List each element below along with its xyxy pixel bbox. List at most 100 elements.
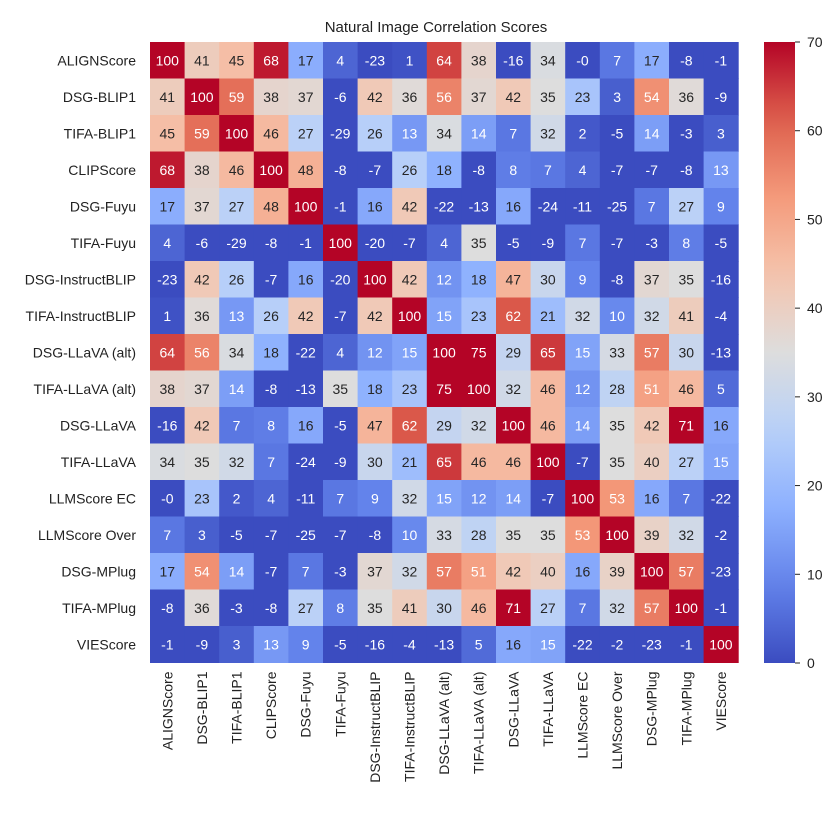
heatmap-cell: [599, 443, 635, 481]
heatmap-cell: [150, 370, 186, 408]
cell-value-label: 32: [609, 600, 625, 616]
heatmap-cell: [426, 516, 462, 554]
heatmap-cell: [565, 553, 601, 590]
heatmap-cell: [219, 151, 255, 189]
cell-value-label: 17: [160, 563, 176, 579]
cell-value-label: 42: [644, 417, 660, 433]
cell-value-label: -7: [542, 490, 555, 506]
heatmap-cell: [461, 589, 497, 627]
heatmap-cell: [184, 151, 220, 189]
cell-value-label: -1: [299, 235, 312, 251]
cell-value-label: 26: [229, 271, 245, 287]
heatmap-cell: [461, 188, 497, 225]
cell-value-label: -5: [334, 636, 347, 652]
heatmap-cell: [530, 151, 566, 189]
x-tick-label: ALIGNScore: [159, 671, 175, 750]
heatmap-cell: [461, 151, 497, 189]
cell-value-label: 13: [229, 308, 245, 324]
cell-value-label: 34: [160, 454, 176, 470]
cell-value-label: -25: [296, 527, 316, 543]
x-tick-label: DSG-LLaVA (alt): [436, 672, 452, 775]
heatmap-cell: [461, 334, 497, 371]
heatmap-cell: [599, 334, 635, 371]
cell-value-label: -20: [365, 235, 385, 251]
heatmap-cell: [288, 188, 324, 225]
cell-value-label: 30: [679, 344, 695, 360]
heatmap-cell: [323, 553, 359, 590]
cell-value-label: -0: [576, 52, 589, 68]
heatmap-cell: [599, 224, 635, 262]
heatmap-cell: [426, 151, 462, 189]
cell-value-label: 35: [609, 454, 625, 470]
cell-value-label: 42: [194, 417, 210, 433]
cell-value-label: 35: [506, 527, 522, 543]
heatmap-cell: [357, 407, 393, 444]
heatmap-cell: [669, 261, 705, 298]
cell-value-label: 34: [540, 52, 556, 68]
cell-value-label: 35: [540, 527, 556, 543]
cell-value-label: 46: [679, 381, 695, 397]
cell-value-label: 42: [402, 198, 418, 214]
heatmap-cell: [253, 188, 289, 225]
heatmap-cell: [150, 334, 186, 371]
cell-value-label: 17: [644, 52, 660, 68]
cell-value-label: -7: [611, 235, 624, 251]
heatmap-cell: [565, 42, 601, 79]
heatmap-cell: [184, 334, 220, 371]
cell-value-label: 100: [259, 162, 283, 178]
cell-value-label: -5: [611, 125, 624, 141]
heatmap-cell: [288, 115, 324, 152]
colorbar-tick-label: 0: [807, 655, 815, 671]
cell-value-label: 26: [263, 308, 279, 324]
cell-value-label: -3: [680, 125, 693, 141]
cell-value-label: -23: [642, 636, 662, 652]
heatmap-cell: [150, 407, 186, 444]
cell-value-label: 8: [267, 417, 275, 433]
heatmap-cell: [530, 334, 566, 371]
cell-value-label: 33: [436, 527, 452, 543]
y-tick-label: CLIPScore: [68, 162, 136, 178]
heatmap-cell: [530, 553, 566, 590]
cell-value-label: 23: [194, 490, 210, 506]
x-tick-label: TIFA-LLaVA: [540, 671, 556, 747]
heatmap-cell: [599, 115, 635, 152]
cell-value-label: 54: [644, 89, 660, 105]
heatmap-cell: [599, 553, 635, 590]
heatmap-cell: [634, 553, 670, 590]
heatmap-cell: [184, 297, 220, 335]
heatmap-cell: [496, 516, 532, 554]
heatmap-cell: [219, 78, 255, 116]
cell-value-label: 35: [194, 454, 210, 470]
heatmap-cell: [703, 188, 739, 225]
cell-value-label: 9: [371, 490, 379, 506]
cell-value-label: -22: [711, 490, 731, 506]
cell-value-label: 3: [233, 636, 241, 652]
cell-value-label: 62: [402, 417, 418, 433]
cell-value-label: 46: [540, 417, 556, 433]
heatmap-cell: [634, 297, 670, 335]
heatmap-cell: [150, 78, 186, 116]
cell-value-label: 17: [160, 198, 176, 214]
heatmap-cell: [392, 553, 428, 590]
cell-value-label: -4: [403, 636, 416, 652]
cell-value-label: 42: [298, 308, 314, 324]
cell-value-label: 1: [406, 52, 414, 68]
heatmap-cell: [530, 516, 566, 554]
heatmap-cell: [565, 480, 601, 517]
cell-value-label: 4: [336, 344, 344, 360]
heatmap-cell: [669, 407, 705, 444]
heatmap-cell: [703, 115, 739, 152]
x-axis-labels: ALIGNScore DSG-BLIP1 TIFA-BLIP1 CLIPScore DS…: [159, 671, 729, 783]
cell-value-label: 14: [471, 125, 487, 141]
cell-value-label: 23: [575, 89, 591, 105]
heatmap-cell: [392, 115, 428, 152]
heatmap-cell: [426, 188, 462, 225]
heatmap-cell: [634, 188, 670, 225]
heatmap-cell: [219, 480, 255, 517]
heatmap-cell: [496, 188, 532, 225]
heatmap-cell: [219, 224, 255, 262]
chart-title: Natural Image Correlation Scores: [325, 19, 548, 36]
heatmap-cell: [253, 151, 289, 189]
heatmap-cell: [184, 78, 220, 116]
cell-value-label: -7: [611, 162, 624, 178]
